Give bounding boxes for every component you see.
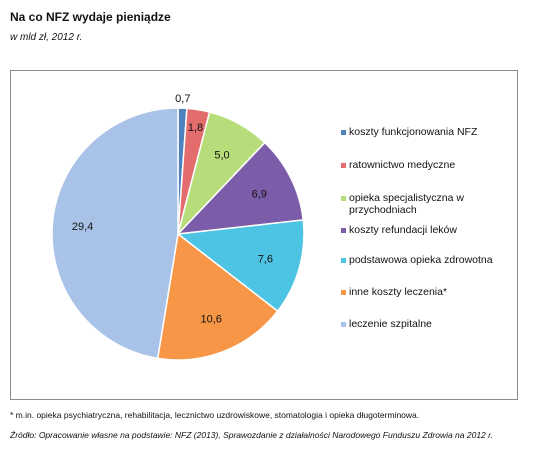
pie-slice-7 bbox=[51, 107, 179, 360]
legend-item-1: koszty funkcjonowania NFZ bbox=[341, 126, 477, 138]
legend-item-2: ratownictwo medyczne bbox=[341, 159, 455, 171]
pie-chart: 0,7 1,8 5,0 6,9 7,6 10,6 29,4 bbox=[51, 93, 305, 361]
legend-label: podstawowa opieka zdrowotna bbox=[349, 254, 493, 266]
footnote: * m.in. opieka psychiatryczna, rehabilit… bbox=[10, 410, 420, 420]
slice-label-6: 10,6 bbox=[201, 313, 222, 325]
source-note: Źródło: Opracowanie własne na podstawie:… bbox=[10, 430, 494, 440]
slice-label-5: 7,6 bbox=[258, 254, 273, 266]
legend-item-6: inne koszty leczenia* bbox=[341, 286, 447, 298]
pie-slice-4 bbox=[176, 141, 305, 235]
slice-label-3: 5,0 bbox=[214, 150, 229, 162]
legend-label: koszty refundacji leków bbox=[349, 224, 457, 236]
legend-swatch bbox=[341, 322, 346, 327]
legend-label: ratownictwo medyczne bbox=[349, 159, 456, 171]
legend-item-4: koszty refundacji leków bbox=[341, 224, 457, 236]
pie-slice-6 bbox=[156, 232, 279, 361]
chart-title: Na co NFZ wydaje pieniądze bbox=[10, 10, 171, 24]
slice-label-4: 6,9 bbox=[252, 189, 267, 201]
legend-label: leczenie szpitalne bbox=[349, 318, 432, 330]
slice-label-2: 1,8 bbox=[188, 122, 203, 134]
chart-subtitle: w mld zł, 2012 r. bbox=[10, 32, 83, 43]
pie-slice-5 bbox=[176, 219, 305, 313]
legend-swatch bbox=[341, 258, 346, 263]
legend-swatch bbox=[341, 130, 346, 135]
legend-swatch bbox=[341, 228, 346, 233]
legend-label: opieka specjalistyczna w przychodniach bbox=[349, 192, 464, 216]
legend-swatch bbox=[341, 290, 346, 295]
legend-swatch bbox=[341, 196, 346, 201]
legend-label: inne koszty leczenia* bbox=[349, 286, 448, 298]
legend-swatch bbox=[341, 163, 346, 168]
legend-item-7: leczenie szpitalne bbox=[341, 318, 432, 330]
legend-label: koszty funkcjonowania NFZ bbox=[349, 126, 478, 138]
chart-frame: 0,7 1,8 5,0 6,9 7,6 10,6 29,4 koszty funkcjono… bbox=[10, 70, 518, 400]
slice-label-1: 0,7 bbox=[175, 93, 190, 105]
legend-item-5: podstawowa opieka zdrowotna bbox=[341, 254, 493, 266]
legend-item-3: opieka specjalistyczna w przychodniach bbox=[341, 192, 516, 216]
slice-label-7: 29,4 bbox=[72, 221, 93, 233]
